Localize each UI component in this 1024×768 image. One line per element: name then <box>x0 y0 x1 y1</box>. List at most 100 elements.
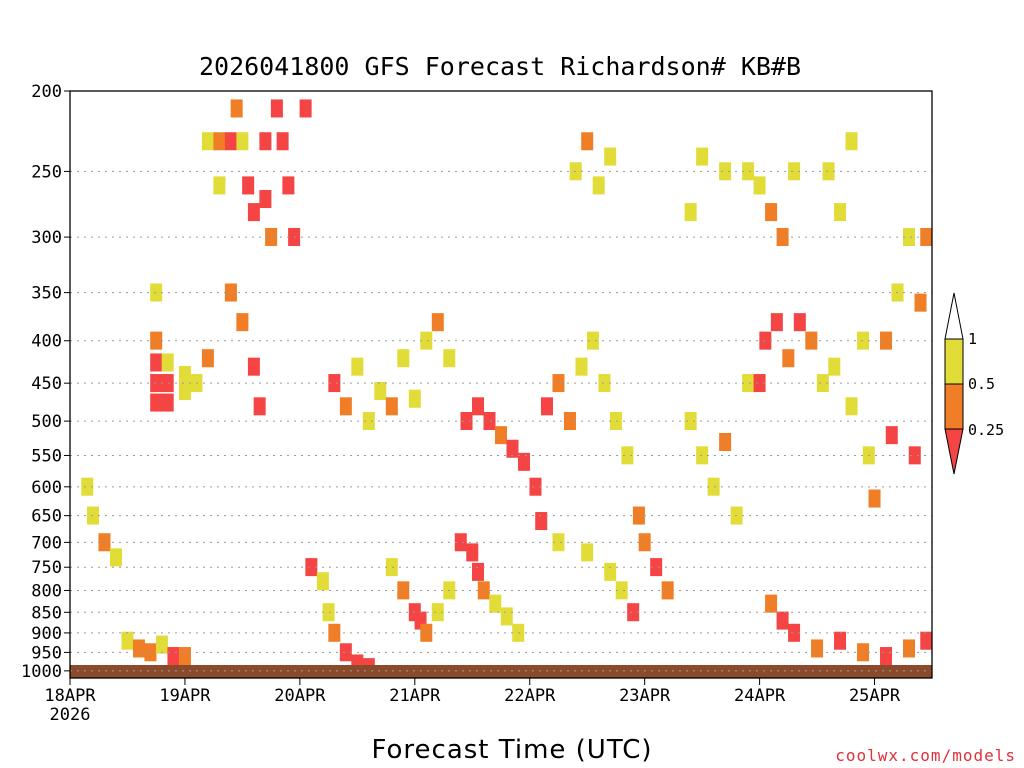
ri-cell <box>793 313 806 332</box>
y-tick-label: 350 <box>31 284 62 304</box>
ri-cell <box>150 393 163 412</box>
y-tick-label: 850 <box>31 603 62 623</box>
ri-cell <box>339 643 352 662</box>
ri-cell <box>132 639 145 658</box>
ri-cell <box>236 132 249 151</box>
ri-cell <box>144 643 157 662</box>
ri-cell <box>305 558 318 577</box>
ri-cell <box>265 227 278 246</box>
ri-cell <box>213 176 226 195</box>
ri-cell <box>627 603 640 622</box>
ri-cell <box>201 132 214 151</box>
ri-cell <box>788 623 801 642</box>
ri-cell <box>374 381 387 400</box>
ri-cell <box>857 643 870 662</box>
ri-cell <box>443 349 456 368</box>
ri-cell <box>684 412 697 431</box>
ri-cell <box>920 227 933 246</box>
y-tick-label: 550 <box>31 446 62 466</box>
y-tick-label: 700 <box>31 533 62 553</box>
ri-cell <box>178 381 191 400</box>
ri-cell <box>483 412 496 431</box>
ri-cell <box>236 313 249 332</box>
ri-cell <box>489 594 502 613</box>
y-axis: 200 250 300 350 400 450 500 550 600 650 700 750 8008… <box>21 82 70 682</box>
credit-text: coolwx.com/models <box>835 746 1016 765</box>
legend-label: 1 <box>968 330 977 348</box>
ri-cell <box>581 543 594 562</box>
ri-cell <box>109 548 122 567</box>
color-legend: 1 0.5 0.25 <box>944 292 1004 475</box>
legend-swatch <box>944 383 964 430</box>
y-tick-label: 600 <box>31 478 62 498</box>
ri-cell <box>868 489 881 508</box>
ri-cell <box>500 607 513 626</box>
y-tick-label: 1000 <box>21 662 62 682</box>
ri-cell <box>506 439 519 458</box>
ground-fill <box>70 665 932 678</box>
ri-cell <box>592 176 605 195</box>
ri-cell <box>604 147 617 166</box>
ri-cell <box>420 331 433 350</box>
legend-label: 0.5 <box>968 375 995 393</box>
ri-cell <box>765 203 778 222</box>
ri-cell <box>328 623 341 642</box>
ri-cell <box>650 558 663 577</box>
ri-cell <box>770 313 783 332</box>
ri-cell <box>776 227 789 246</box>
ri-cell <box>460 412 473 431</box>
ri-cell <box>609 412 622 431</box>
x-tick-label: 22APR <box>504 686 556 706</box>
ri-cell <box>811 639 824 658</box>
ri-cell <box>150 283 163 302</box>
ri-cell <box>466 543 479 562</box>
ri-cell <box>552 374 565 393</box>
ri-cell <box>742 162 755 181</box>
legend-bottom-arrow <box>944 428 964 475</box>
ri-cell <box>454 533 467 552</box>
ri-cell <box>621 446 634 465</box>
chart-title: 2026041800 GFS Forecast Richardson# KB#B <box>199 52 801 81</box>
ri-cell <box>845 132 858 151</box>
ri-cell <box>908 446 921 465</box>
ri-cell <box>322 603 335 622</box>
x-tick-label: 24APR <box>734 686 786 706</box>
y-tick-label: 900 <box>31 624 62 644</box>
y-tick-label: 950 <box>31 643 62 663</box>
ri-cell <box>161 393 174 412</box>
x-tick-label: 20APR <box>274 686 326 706</box>
ri-cell <box>903 227 916 246</box>
ri-cell <box>259 190 272 209</box>
y-tick-label: 450 <box>31 374 62 394</box>
ri-cell <box>397 581 410 600</box>
legend-swatch <box>944 338 964 385</box>
ri-cell <box>282 176 295 195</box>
ri-cell <box>788 162 801 181</box>
ri-cell <box>696 147 709 166</box>
ri-cell <box>253 397 266 416</box>
ri-cell <box>834 203 847 222</box>
ri-cell <box>753 374 766 393</box>
ri-cell <box>161 374 174 393</box>
y-tick-label: 500 <box>31 412 62 432</box>
ri-cell <box>472 397 485 416</box>
ri-cell <box>575 357 588 376</box>
ri-cell <box>604 562 617 581</box>
ri-cell <box>805 331 818 350</box>
ri-cell <box>362 412 375 431</box>
ri-cell <box>495 426 507 445</box>
ri-cell <box>201 349 214 368</box>
ri-cell <box>316 572 329 591</box>
y-tick-label: 200 <box>31 82 62 102</box>
ri-cell <box>598 374 611 393</box>
ri-cell <box>150 353 163 372</box>
ri-cell <box>242 176 255 195</box>
ri-cell <box>880 331 893 350</box>
ri-cell <box>880 647 893 666</box>
x-tick-label: 23APR <box>619 686 671 706</box>
ri-cell <box>759 331 772 350</box>
ri-cell <box>822 162 835 181</box>
ri-cell <box>517 452 530 471</box>
